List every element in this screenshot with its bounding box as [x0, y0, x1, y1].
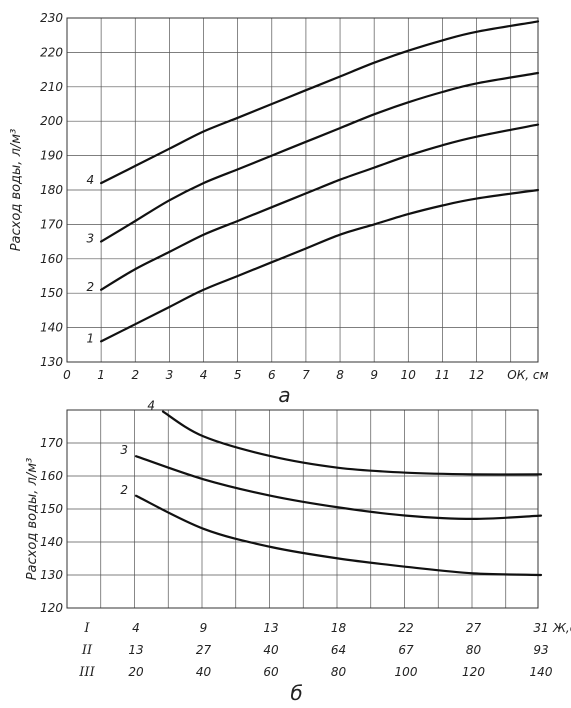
- bottom-xrow-2-value: 80: [466, 643, 482, 657]
- top-x-tick-label: 3: [166, 368, 174, 382]
- bottom-xrow-1-label: I: [83, 621, 90, 636]
- bottom-xrow-3-value: 20: [128, 665, 144, 679]
- top-series-4-label: 4: [86, 173, 94, 187]
- bottom-series-2-label: 2: [120, 483, 128, 497]
- bottom-chart-grid: [66, 409, 539, 609]
- bottom-xrow-1-value: 18: [331, 621, 347, 635]
- bottom-chart-curves: [134, 410, 543, 577]
- bottom-xrow-2-label: II: [81, 643, 93, 658]
- bottom-y-tick-label: 150: [40, 502, 63, 516]
- bottom-xrow-1-value: 9: [200, 621, 208, 635]
- bottom-xrow-3-value: 120: [462, 665, 485, 679]
- top-series-2-label: 2: [86, 280, 94, 294]
- bottom-xrow-3-value: 140: [530, 665, 553, 679]
- bottom-y-axis-label: Расход воды, л/м³: [25, 458, 40, 581]
- top-chart-grid: [66, 17, 539, 363]
- top-x-tick-label: 11: [435, 368, 450, 382]
- top-x-tick-label: 6: [268, 368, 276, 382]
- top-y-tick-label: 230: [40, 11, 63, 25]
- bottom-xrow-1-value: 13: [263, 621, 278, 635]
- top-y-tick-label: 150: [40, 286, 63, 300]
- bottom-series-4-line: [161, 410, 543, 476]
- bottom-xrow-1-value: 27: [466, 621, 482, 635]
- top-y-tick-label: 190: [40, 149, 63, 163]
- bottom-xrow-3-value: 40: [196, 665, 212, 679]
- bottom-series-3-label: 3: [120, 443, 128, 457]
- top-x-tick-label: 10: [401, 368, 417, 382]
- bottom-xrow-3-value: 80: [331, 665, 347, 679]
- bottom-xrow-3-value: 60: [263, 665, 279, 679]
- top-series-4-line: [100, 20, 540, 185]
- bottom-xrow-2-value: 27: [196, 643, 212, 657]
- bottom-xrow-2-value: 64: [331, 643, 346, 657]
- bottom-chart-caption: б: [290, 681, 302, 705]
- top-series-3-label: 3: [86, 232, 94, 246]
- top-x-tick-label: 4: [200, 368, 208, 382]
- bottom-xrow-2-value: 13: [128, 643, 143, 657]
- bottom-y-tick-label: 160: [40, 469, 63, 483]
- bottom-plot-frame: [66, 409, 539, 609]
- top-y-tick-label: 180: [40, 183, 63, 197]
- top-y-tick-label: 160: [40, 252, 63, 266]
- top-x-tick-label: 0: [63, 368, 71, 382]
- bottom-y-tick-label: 170: [40, 436, 63, 450]
- top-y-tick-label: 140: [40, 321, 63, 335]
- bottom-series-4-label: 4: [147, 399, 155, 413]
- top-y-tick-label: 210: [40, 80, 63, 94]
- top-x-tick-label: 2: [131, 368, 139, 382]
- bottom-series-3-line: [134, 455, 543, 521]
- bottom-xrow-1-value: 4: [132, 621, 140, 635]
- top-chart-curves: [100, 20, 540, 343]
- bottom-xrow-3-label: III: [78, 665, 95, 680]
- top-x-tick-label: 8: [336, 368, 344, 382]
- top-series-3-line: [100, 71, 540, 243]
- top-chart-labels: 0 1 2 3 4 5 6 7 8 9 10 11 12 ОК, см130140150160170180…: [9, 11, 549, 407]
- bottom-xrow-2-value: 93: [533, 643, 548, 657]
- bottom-xrow-1-value: 22: [398, 621, 413, 635]
- top-y-tick-label: 200: [40, 114, 63, 128]
- top-x-axis-label: ОК, см: [507, 368, 548, 382]
- top-chart-caption: а: [278, 383, 290, 407]
- bottom-xrow-2-value: 67: [398, 643, 414, 657]
- top-x-tick-label: 9: [370, 368, 378, 382]
- top-y-axis-label: Расход воды, л/м³: [9, 129, 24, 252]
- top-y-tick-label: 220: [40, 45, 63, 59]
- bottom-y-tick-label: 120: [40, 601, 63, 615]
- top-y-tick-label: 170: [40, 217, 63, 231]
- bottom-y-tick-label: 140: [40, 535, 63, 549]
- bottom-series-2-line: [134, 494, 543, 577]
- top-x-tick-label: 1: [97, 368, 105, 382]
- top-series-1-line: [100, 188, 540, 343]
- top-x-tick-label: 12: [469, 368, 484, 382]
- top-series-1-label: 1: [86, 331, 94, 345]
- top-x-tick-label: 5: [234, 368, 242, 382]
- top-y-tick-label: 130: [40, 355, 63, 369]
- bottom-xrow-3-value: 100: [395, 665, 418, 679]
- bottom-y-tick-label: 130: [40, 568, 63, 582]
- bottom-x-axis-label: Ж,с: [552, 621, 571, 635]
- top-series-2-line: [100, 123, 540, 291]
- bottom-xrow-1-value: 31: [533, 621, 548, 635]
- top-x-tick-label: 7: [302, 368, 310, 382]
- bottom-xrow-2-value: 40: [263, 643, 279, 657]
